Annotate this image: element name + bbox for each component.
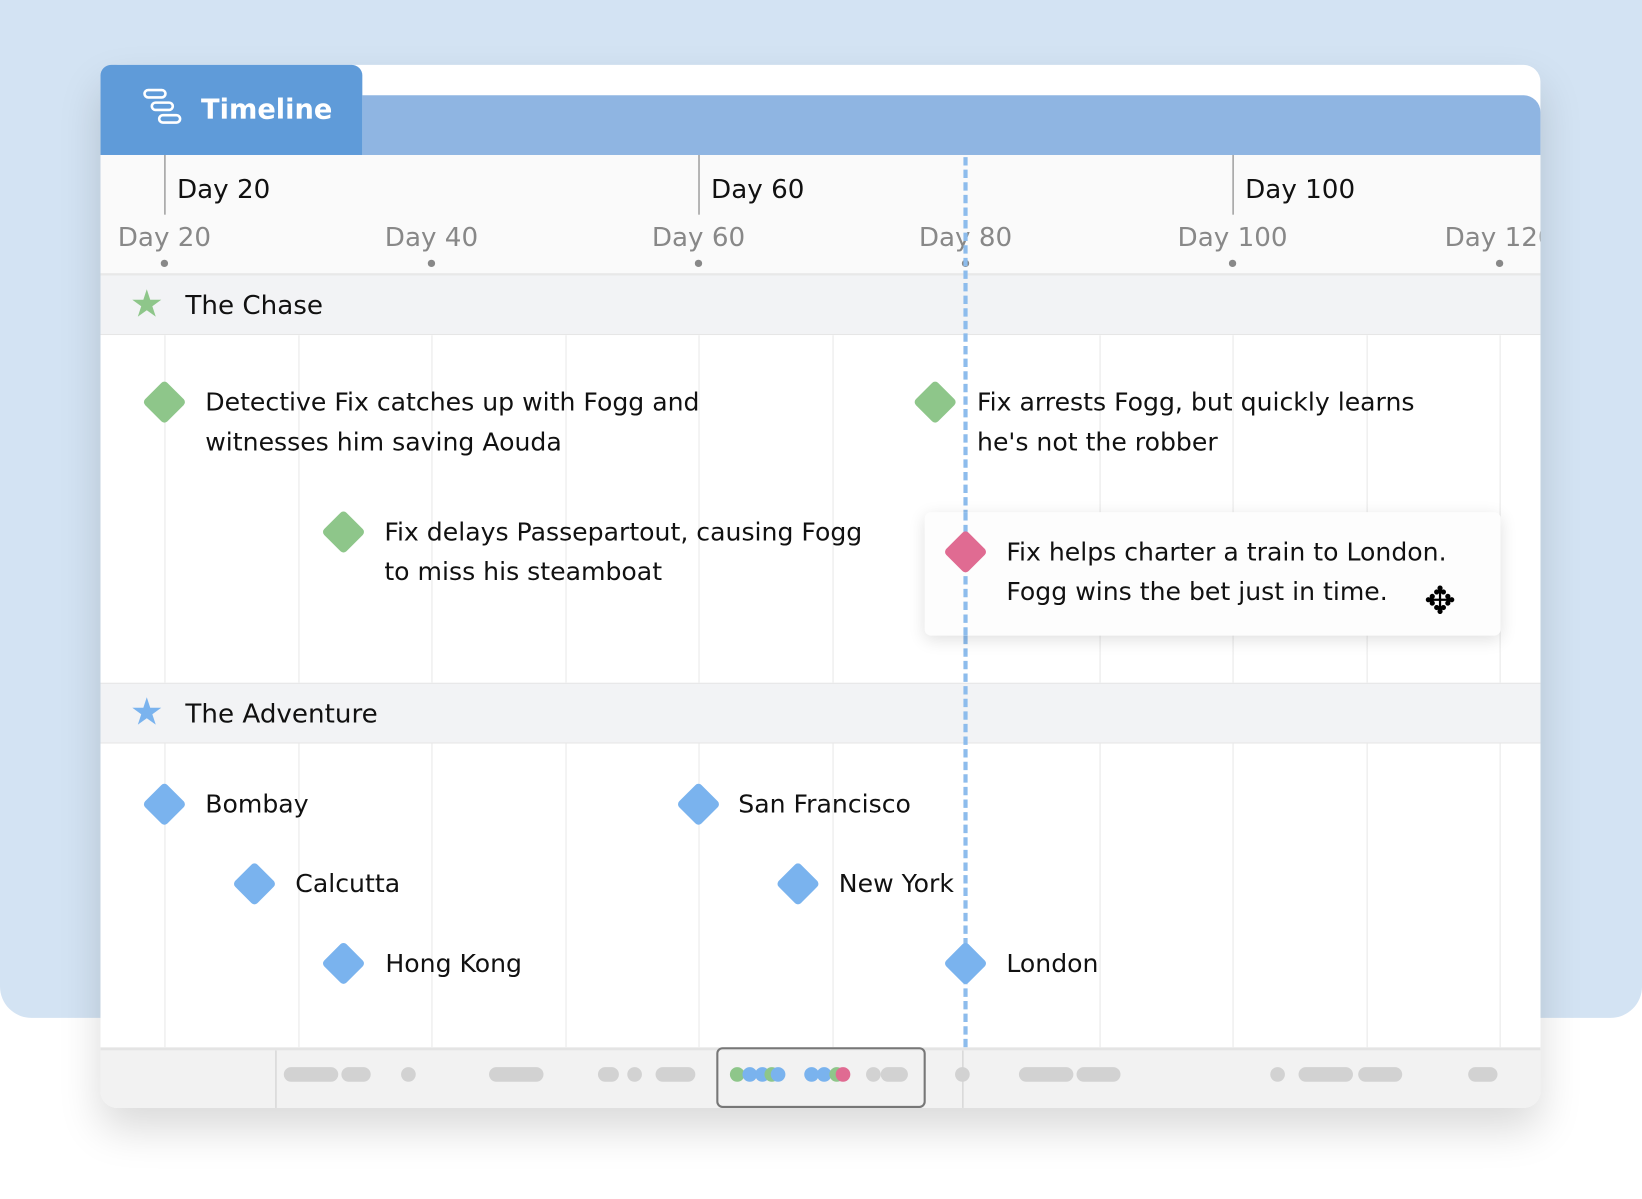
event-label[interactable]: San Francisco [738,789,911,819]
minimap-event [283,1067,339,1082]
minimap-event [770,1067,786,1082]
event-label[interactable]: Bombay [205,789,309,819]
minimap-event [1298,1067,1353,1082]
minimap-event [804,1067,819,1082]
minimap-event [742,1067,758,1082]
minimap-event [816,1067,832,1082]
minimap-event [1076,1067,1121,1082]
tab-timeline[interactable]: Timeline [100,64,363,155]
minimap-event [880,1067,908,1082]
minimap-event [1358,1067,1403,1082]
minimap-event [835,1067,851,1082]
minor-label: Day 120 [1444,222,1541,253]
group-header-the-adventure[interactable]: ★ The Adventure [100,682,1541,744]
minimap-event [866,1067,881,1082]
event-label[interactable]: London [1006,948,1099,979]
minimap-event [1018,1067,1074,1082]
event-label[interactable]: Hong Kong [385,948,523,979]
header-bar [362,95,1541,155]
grid-line [298,335,300,683]
minimap-event [597,1067,619,1082]
major-label: Day 100 [1245,173,1356,205]
current-time-line-overlay [963,512,968,636]
minimap-event [401,1067,416,1082]
grid-line [1366,335,1368,683]
tick-dot [694,259,703,268]
grid-line [1499,335,1501,683]
grid-line [431,335,433,683]
grid-line [565,743,567,1048]
minimap-event [1468,1067,1498,1082]
move-cursor-icon: ✥ [1424,580,1456,624]
minimap-event [655,1067,696,1082]
minor-label: Day 40 [384,222,479,253]
grid-line [298,743,300,1048]
minor-label: Day 60 [651,222,746,253]
grid-line [832,743,834,1048]
tick-dot [1228,259,1237,268]
major-label: Day 60 [711,173,805,205]
grid-line [1232,335,1234,683]
time-axis[interactable]: Day 20 Day 60 Day 100 Day 20 Day 40 Day … [100,154,1541,275]
minimap-event [341,1067,371,1082]
event-label[interactable]: Calcutta [295,869,401,899]
grid-line [698,335,700,683]
grid-line [1366,743,1368,1048]
grid-line [164,335,166,683]
minimap-viewport-handle[interactable] [716,1047,926,1108]
grid-line [698,743,700,1048]
selected-event-card[interactable] [924,512,1501,636]
major-tick [1232,154,1234,215]
event-text[interactable]: Detective Fix catches up with Fogg and wi… [205,387,700,457]
tick-dot [427,259,436,268]
group-header-the-chase[interactable]: ★ The Chase [100,274,1541,336]
grid-line [832,335,834,683]
event-text[interactable]: Fix helps charter a train to London. Fogg… [1006,537,1447,607]
minimap-event [955,1067,970,1082]
timeline-icon [142,87,184,132]
group-body-the-adventure [100,743,1541,1048]
event-text[interactable]: Fix arrests Fogg, but quickly learns he's… [977,387,1415,457]
tab-label: Timeline [201,94,333,126]
grid-line [1499,743,1501,1048]
tick-dot [1495,259,1504,268]
grid-line [1099,743,1101,1048]
minor-label: Day 100 [1177,222,1288,253]
grid-line [431,743,433,1048]
group-title: The Adventure [185,698,378,729]
minimap-divider [275,1050,277,1108]
major-label: Day 20 [176,173,271,205]
star-icon: ★ [129,691,164,735]
grid-line [164,743,166,1048]
grid-line [1099,335,1101,683]
tick-dot [160,259,169,268]
star-icon: ★ [129,282,164,326]
minimap-event [729,1067,745,1082]
event-text[interactable]: Fix delays Passepartout, causing Fogg to … [384,517,863,587]
major-tick [698,154,700,215]
event-label[interactable]: New York [838,869,954,899]
grid-line [565,335,567,683]
group-title: The Chase [185,290,324,321]
minimap-event [489,1067,544,1082]
minor-label: Day 20 [117,222,212,253]
minimap-event [627,1067,642,1082]
grid-line [1232,743,1234,1048]
minimap-event [1270,1067,1285,1082]
major-tick [164,154,166,215]
